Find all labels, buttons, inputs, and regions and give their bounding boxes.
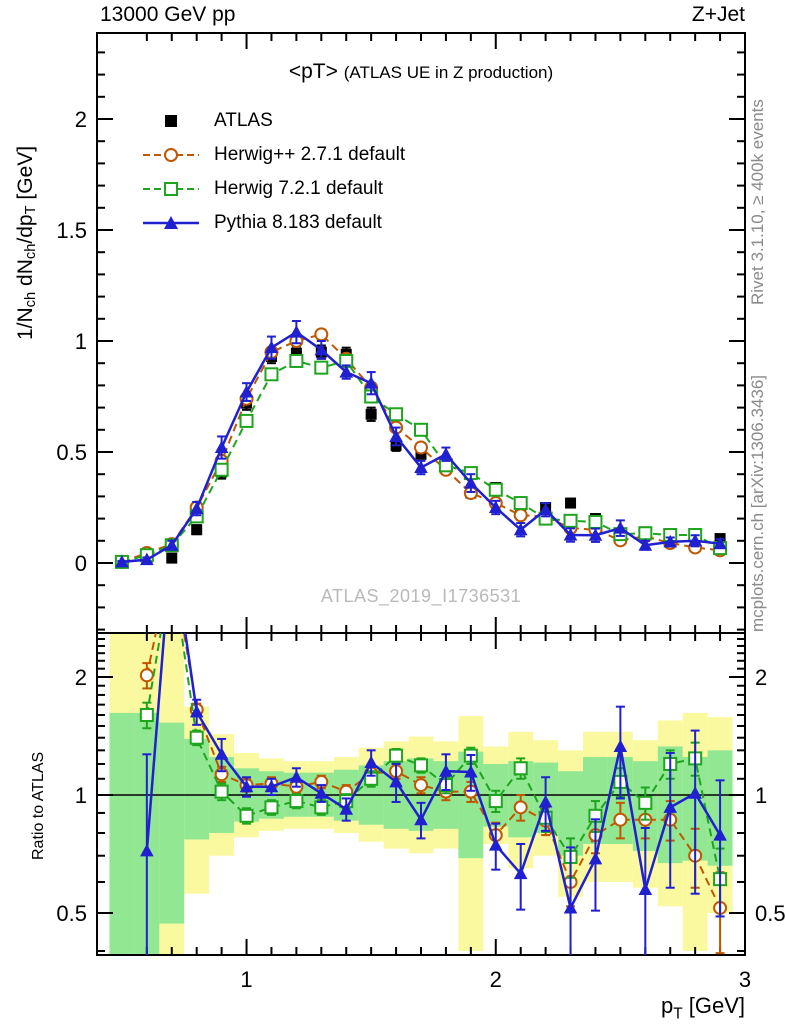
y-axis-label-main: 1/Nch dNch/dpT [GeV] <box>14 145 40 340</box>
svg-text:1: 1 <box>240 967 252 992</box>
svg-text:1: 1 <box>755 783 767 808</box>
x-axis-label: pT [GeV] <box>660 993 745 1023</box>
series-main-3 <box>115 320 727 568</box>
atlas-marker-icon <box>165 115 177 127</box>
legend-label: Herwig 7.2.1 default <box>214 178 383 199</box>
beam-energy-label: 13000 GeV pp <box>100 3 236 26</box>
legend-label: Herwig++ 2.7.1 default <box>214 144 406 165</box>
herwig7-marker-icon <box>143 182 199 196</box>
svg-text:0.5: 0.5 <box>56 440 87 465</box>
legend-entry-herwigpp: Herwig++ 2.7.1 default <box>142 138 405 172</box>
axis-ticks <box>97 33 745 955</box>
legend-entry-herwig7: Herwig 7.2.1 default <box>142 172 405 206</box>
svg-text:2: 2 <box>755 665 767 690</box>
svg-text:0.5: 0.5 <box>56 901 87 926</box>
plot-title: <pT> (ATLAS UE in Z production) <box>97 60 745 84</box>
series-main-1 <box>114 327 728 569</box>
svg-text:0: 0 <box>75 551 87 576</box>
herwigpp-marker-icon <box>143 148 199 162</box>
analysis-id-watermark: ATLAS_2019_I1736531 <box>320 586 522 606</box>
svg-text:0.5: 0.5 <box>755 901 786 926</box>
legend: ATLAS Herwig++ 2.7.1 default Herwig 7.2.… <box>142 104 405 240</box>
pythia-marker-icon <box>143 216 199 229</box>
svg-text:1.5: 1.5 <box>56 218 87 243</box>
y-axis-label-ratio: Ratio to ATLAS <box>30 751 47 860</box>
svg-text:2: 2 <box>490 967 502 992</box>
mcplots-citation-note: mcplots.cern.ch [arXiv:1306.3436] <box>748 374 767 632</box>
observable-name: <pT> <box>288 60 338 83</box>
svg-text:2: 2 <box>75 107 87 132</box>
ratio-panel-series <box>139 633 728 955</box>
series-ratio-2 <box>140 633 727 955</box>
svg-text:3: 3 <box>739 967 751 992</box>
svg-text:1: 1 <box>75 329 87 354</box>
analysis-descriptor: (ATLAS UE in Z production) <box>343 63 554 82</box>
process-label: Z+Jet <box>691 3 745 26</box>
svg-text:1: 1 <box>75 783 87 808</box>
legend-entry-pythia: Pythia 8.183 default <box>142 206 405 240</box>
svg-text:2: 2 <box>75 665 87 690</box>
legend-label: ATLAS <box>214 110 273 131</box>
main-panel-series <box>114 320 728 569</box>
legend-label: Pythia 8.183 default <box>214 212 382 233</box>
axis-tick-labels: 1 2 3 0 0.5 1 1.5 2 0.5 0.5 1 1 2 2 <box>56 107 785 992</box>
rivet-version-note: Rivet 3.1.10, ≥ 400k events <box>748 99 767 305</box>
legend-entry-atlas: ATLAS <box>142 104 405 138</box>
